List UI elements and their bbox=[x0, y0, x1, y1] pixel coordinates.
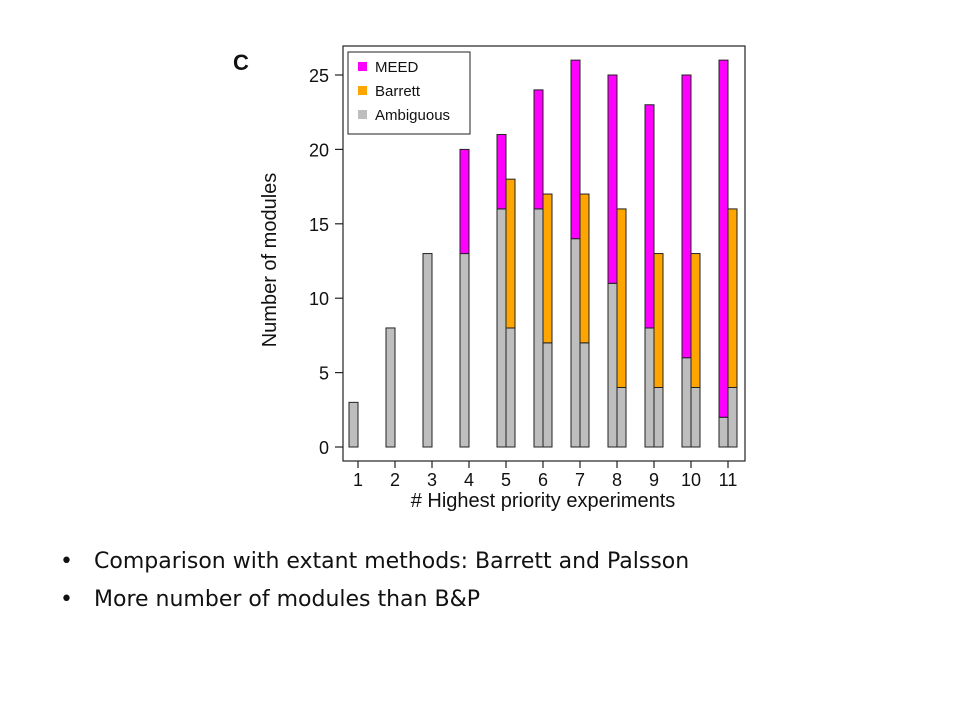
x-tick-label: 2 bbox=[390, 470, 400, 490]
bar-barrett-ambiguous bbox=[579, 342, 590, 448]
x-tick-label: 10 bbox=[681, 470, 701, 490]
bullet-item: • More number of modules than B&P bbox=[60, 583, 920, 617]
plot-area: 0 5 10 15 20 25 1 2 3 4 5 6 7 8 9 10 11 MEED Barrett Ambigu… bbox=[309, 45, 746, 490]
bar-barrett-barrett bbox=[542, 193, 553, 344]
bullet-dot-icon: • bbox=[60, 549, 73, 574]
bar-meed-ambiguous bbox=[422, 253, 433, 448]
bar-meed-meed bbox=[459, 148, 470, 255]
legend-swatch bbox=[358, 62, 367, 71]
bar-meed-meed bbox=[496, 134, 507, 210]
x-tick-label: 5 bbox=[501, 470, 511, 490]
y-tick-label: 5 bbox=[319, 364, 329, 384]
bar-barrett-ambiguous bbox=[542, 342, 553, 448]
bar-barrett-ambiguous bbox=[727, 386, 738, 448]
plot-frame bbox=[342, 45, 746, 462]
legend-label: Ambiguous bbox=[375, 107, 450, 124]
x-tick-label: 1 bbox=[353, 470, 363, 490]
bar-meed-meed bbox=[570, 59, 581, 240]
bar-meed-ambiguous bbox=[459, 253, 470, 448]
bar-meed-ambiguous bbox=[607, 282, 618, 448]
bar-barrett-barrett bbox=[690, 253, 701, 388]
bullet-item: • Comparison with extant methods: Barrett… bbox=[60, 545, 920, 579]
bar-barrett-barrett bbox=[653, 253, 664, 388]
y-tick-label: 25 bbox=[309, 66, 329, 86]
bar-meed-ambiguous bbox=[533, 208, 544, 448]
bar-barrett-ambiguous bbox=[690, 386, 701, 448]
bar-meed-ambiguous bbox=[570, 238, 581, 448]
bar-barrett-barrett bbox=[579, 193, 590, 344]
stacked-bar-chart: C 0 5 10 15 20 25 1 2 3 4 5 6 7 8 9 10 11 MEED Barrett Ambi… bbox=[233, 45, 746, 512]
bar-barrett-ambiguous bbox=[653, 386, 664, 448]
bar-meed-ambiguous bbox=[385, 327, 396, 448]
y-axis-label: Number of modules bbox=[259, 173, 281, 348]
x-tick-label: 9 bbox=[649, 470, 659, 490]
legend-swatch bbox=[358, 110, 367, 119]
bar-meed-meed bbox=[533, 89, 544, 210]
x-tick-label: 3 bbox=[427, 470, 437, 490]
bar-barrett-barrett bbox=[727, 208, 738, 388]
bar-meed-ambiguous bbox=[348, 401, 359, 448]
bullet-text: More number of modules than B&P bbox=[94, 587, 480, 612]
y-tick-label: 10 bbox=[309, 289, 329, 309]
bar-barrett-barrett bbox=[616, 208, 627, 388]
x-tick-label: 7 bbox=[575, 470, 585, 490]
bar-meed-ambiguous bbox=[496, 208, 507, 448]
bar-barrett-ambiguous bbox=[505, 327, 516, 448]
bar-meed-meed bbox=[607, 74, 618, 284]
y-tick-label: 0 bbox=[319, 438, 329, 458]
bar-barrett-barrett bbox=[505, 178, 516, 329]
x-tick-label: 6 bbox=[538, 470, 548, 490]
legend-label: Barrett bbox=[375, 83, 421, 100]
legend-swatch bbox=[358, 86, 367, 95]
bullet-text: Comparison with extant methods: Barrett … bbox=[94, 549, 690, 574]
bullet-dot-icon: • bbox=[60, 587, 73, 612]
x-axis-label: # Highest priority experiments bbox=[411, 490, 676, 512]
bar-meed-meed bbox=[681, 74, 692, 359]
legend-label: MEED bbox=[375, 59, 419, 76]
y-tick-label: 15 bbox=[309, 215, 329, 235]
legend-box bbox=[347, 51, 471, 135]
bar-meed-ambiguous bbox=[718, 416, 729, 448]
bar-barrett-ambiguous bbox=[616, 386, 627, 448]
x-tick-label: 11 bbox=[719, 470, 738, 490]
x-tick-label: 4 bbox=[464, 470, 474, 490]
y-tick-label: 20 bbox=[309, 140, 329, 160]
panel-letter: C bbox=[233, 50, 249, 75]
bullet-list: • Comparison with extant methods: Barrett… bbox=[60, 545, 920, 621]
bar-meed-ambiguous bbox=[681, 357, 692, 448]
bar-meed-meed bbox=[644, 104, 655, 329]
bar-meed-ambiguous bbox=[644, 327, 655, 448]
x-tick-label: 8 bbox=[612, 470, 622, 490]
bar-meed-meed bbox=[718, 59, 729, 418]
